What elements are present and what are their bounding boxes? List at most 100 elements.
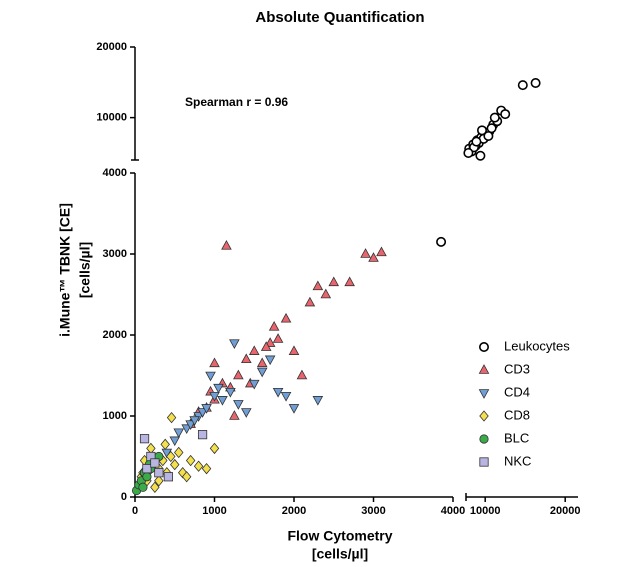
data-point [248,379,260,390]
data-point [170,458,180,471]
data-point [304,296,316,307]
data-point [272,333,284,343]
data-point [205,371,216,382]
legend-marker [479,434,489,444]
data-point [189,416,200,426]
data-point [197,430,208,440]
x-axis-label: [cells/µl] [312,546,368,562]
data-point [436,236,447,247]
legend-marker [479,410,489,422]
data-point [173,428,185,439]
data-point [500,109,511,120]
data-point [233,400,244,410]
data-point [229,339,240,349]
data-point [139,434,150,444]
annotation: Spearman r = 0.96 [185,95,288,109]
data-point [241,408,252,418]
data-point [217,396,228,406]
y-tick-label: 10000 [96,112,127,124]
legend-label: BLC [504,430,529,445]
data-point [166,411,177,424]
data-point [248,345,260,355]
data-point [229,410,240,420]
data-point [260,341,272,351]
legend-label: CD3 [504,361,530,376]
data-point [213,383,224,394]
x-tick-label: 4000 [441,505,465,517]
data-point [209,391,220,402]
data-point [312,396,324,406]
data-point [376,246,387,257]
data-point [241,353,252,364]
data-point [296,369,308,380]
data-point [312,280,324,291]
data-point [517,80,528,91]
x-axis-label: Flow Cytometry [287,528,392,544]
legend-label: NKC [504,453,531,468]
data-point [476,125,487,136]
data-point [320,288,332,299]
data-point [150,481,160,493]
data-point [368,252,379,262]
legend-label: CD8 [504,407,530,422]
y-axis-label: i.Mune™ TBNK [CE] [57,203,73,337]
x-tick-label: 10000 [470,505,501,517]
x-tick-label: 3000 [361,505,385,517]
legend-marker [479,457,489,467]
data-point [225,387,236,398]
data-point [221,240,232,250]
data-point [181,471,192,483]
data-point [272,387,284,398]
data-point [185,454,196,467]
x-tick-label: 0 [132,505,138,517]
data-point [489,112,500,123]
data-point [163,472,173,482]
data-point [268,321,280,331]
data-point [530,78,541,89]
data-point [209,357,220,368]
data-point [463,147,474,158]
y-tick-label: 1000 [103,410,127,422]
legend-marker [478,341,489,352]
x-tick-label: 1000 [202,505,226,517]
legend-label: CD4 [504,384,530,399]
legend-marker [478,364,490,374]
y-axis-label: [cells/µl] [77,242,93,298]
data-point [174,446,184,459]
data-point [154,468,164,478]
data-point [475,150,486,161]
y-tick-label: 0 [121,491,127,503]
data-point [142,472,152,482]
data-point [160,438,170,451]
data-point [360,248,371,258]
data-point [344,276,355,287]
data-point [264,355,276,366]
y-tick-label: 4000 [103,167,127,179]
data-point [233,369,244,380]
y-tick-label: 3000 [103,248,127,260]
data-point [154,475,164,487]
data-point [150,458,160,468]
y-tick-label: 2000 [103,329,127,341]
data-point [288,404,300,414]
legend-marker [478,389,490,399]
data-point [288,345,300,355]
x-tick-label: 2000 [282,505,306,517]
data-point [280,312,292,323]
data-point [193,460,204,472]
y-tick-label: 20000 [96,41,127,53]
data-point [166,450,176,463]
data-point [256,357,268,368]
legend-label: Leukocytes [504,338,570,353]
data-point [209,442,220,455]
data-point [483,130,494,141]
data-point [142,464,152,474]
data-point [256,367,268,378]
data-point [138,482,148,492]
data-point [169,436,181,447]
chart-title: Absolute Quantification [255,9,424,26]
data-point [328,276,340,287]
data-point [280,391,292,402]
x-tick-label: 20000 [550,505,581,517]
